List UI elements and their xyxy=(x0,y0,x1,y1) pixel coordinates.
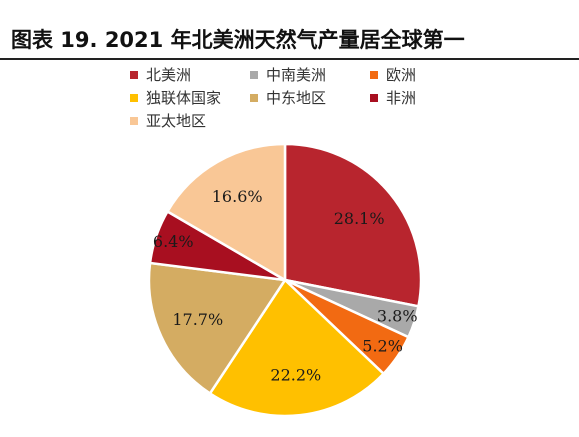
legend-label-europe: 欧洲 xyxy=(386,66,417,84)
pie-slice-middle-east xyxy=(147,261,288,396)
legend-swatch-africa xyxy=(370,93,378,102)
legend-item-africa: 非洲 xyxy=(370,87,416,108)
pie-slice-cis xyxy=(208,278,386,418)
legend-item-south-central-america: 中南美洲 xyxy=(250,64,326,85)
legend-swatch-north-america xyxy=(130,70,138,79)
legend-label-middle-east: 中东地区 xyxy=(266,89,327,107)
title-divider xyxy=(0,58,579,60)
pie-label-asia-pacific: 16.6% xyxy=(212,187,263,206)
legend-swatch-south-central-america xyxy=(250,70,258,79)
legend-swatch-europe xyxy=(370,70,378,79)
pie-label-africa: 6.4% xyxy=(153,232,194,251)
legend-swatch-asia-pacific xyxy=(130,116,138,125)
legend-item-north-america: 北美洲 xyxy=(130,64,191,85)
legend-item-asia-pacific: 亚太地区 xyxy=(130,110,206,131)
legend-swatch-middle-east xyxy=(250,93,258,102)
legend-label-africa: 非洲 xyxy=(386,89,417,107)
legend-label-north-america: 北美洲 xyxy=(146,66,192,84)
pie-slice-asia-pacific xyxy=(165,142,287,283)
legend-label-cis: 独联体国家 xyxy=(146,89,222,107)
legend-swatch-cis xyxy=(130,93,138,102)
legend-item-cis: 独联体国家 xyxy=(130,87,221,108)
pie-label-middle-east: 17.7% xyxy=(172,310,223,329)
legend-item-europe: 欧洲 xyxy=(370,64,416,85)
figure-title: 图表 19. 2021 年北美洲天然气产量居全球第一 xyxy=(11,28,465,52)
legend-label-asia-pacific: 亚太地区 xyxy=(146,112,207,130)
pie-label-south-central-america: 3.8% xyxy=(377,306,418,325)
legend-label-south-central-america: 中南美洲 xyxy=(266,66,327,84)
pie-label-europe: 5.2% xyxy=(362,336,403,355)
pie-label-north-america: 28.1% xyxy=(334,209,385,228)
pie-label-cis: 22.2% xyxy=(270,365,321,384)
pie-slice-north-america xyxy=(283,142,423,308)
legend-item-middle-east: 中东地区 xyxy=(250,87,326,108)
legend: 北美洲 中南美洲 欧洲 独联体国家 中东地区 非洲 亚太地区 xyxy=(130,64,430,131)
